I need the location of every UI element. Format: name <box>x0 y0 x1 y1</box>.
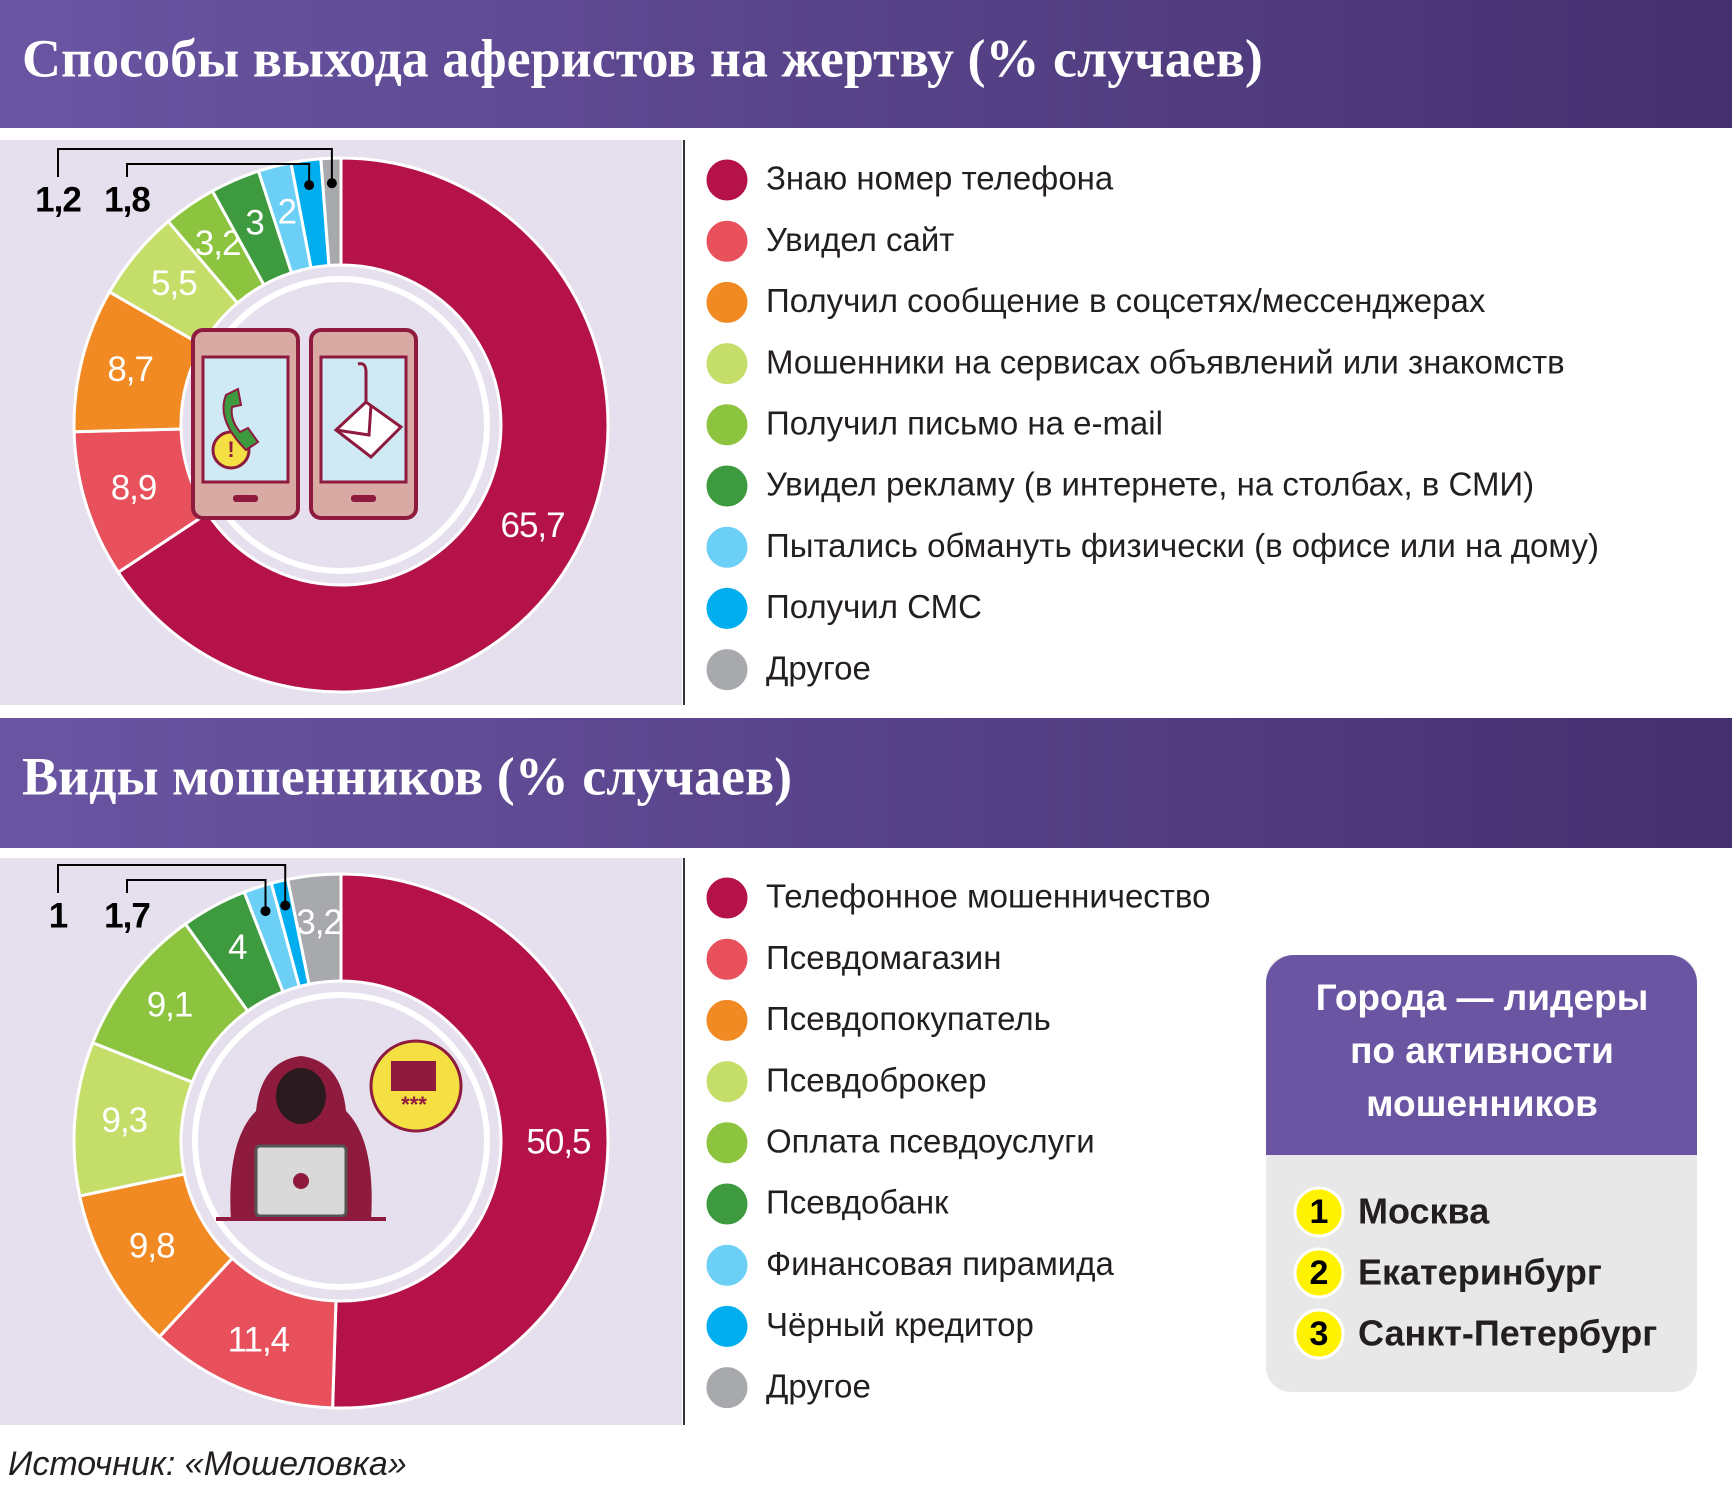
leader-dot <box>260 906 271 917</box>
leader-dot <box>326 178 337 189</box>
legend-swatch <box>703 340 751 388</box>
value-label: 8,7 <box>107 350 153 389</box>
svg-text:***: *** <box>401 1092 427 1117</box>
legend-label: Оплата псевдоуслуги <box>766 1123 1095 1160</box>
rank-badge <box>1293 1308 1345 1360</box>
rank-number: 3 <box>1310 1315 1329 1353</box>
legend-label: Мошенники на сервисах объявлений или зна… <box>766 343 1565 380</box>
legend-swatch <box>703 462 751 510</box>
value-label: 9,8 <box>129 1226 175 1265</box>
legend-swatch <box>703 1241 751 1289</box>
legend-label: Увидел рекламу (в интернете, на столбах,… <box>766 466 1534 503</box>
legend-swatch <box>703 523 751 571</box>
header-bar <box>0 0 1732 128</box>
leader-line <box>57 148 333 184</box>
donuts: 65,7 8,9 8,7 5,5 3,2 3 2 1,8 1,2 50,5 11,4 9,8 9,3 9,… <box>35 148 610 1410</box>
leaders: Города — лидеры по активности мошенников 1 М… <box>1293 977 1657 1360</box>
legend-swatch <box>703 156 751 204</box>
value-label: 2 <box>278 193 296 232</box>
leaders-header <box>1266 955 1697 1155</box>
legend-label: Телефонное мошенничество <box>766 878 1210 915</box>
value-label: 1,7 <box>104 896 150 935</box>
hole-ring <box>192 992 490 1290</box>
leader-dot <box>304 180 315 191</box>
legend-swatch <box>703 584 751 632</box>
leader-dot <box>280 900 291 911</box>
rank-badge <box>1293 1247 1345 1299</box>
legend-swatch <box>703 401 751 449</box>
legend-swatch <box>703 935 751 983</box>
leaders-title: мошенников <box>1366 1083 1598 1124</box>
value-label: 5,5 <box>151 264 197 303</box>
source: Источник: «Мошеловка» <box>8 1445 407 1483</box>
legend-label: Увидел сайт <box>766 221 954 258</box>
city-name: Екатеринбург <box>1358 1252 1602 1293</box>
legend-swatch <box>703 1364 751 1412</box>
legend-swatch <box>703 1302 751 1350</box>
legend-label: Другое <box>766 649 871 686</box>
value-label: 1 <box>49 896 68 935</box>
rank-badge <box>1293 1186 1345 1238</box>
legend-swatch <box>703 996 751 1044</box>
value-label: 9,3 <box>101 1101 147 1140</box>
value-label: 11,4 <box>228 1320 290 1359</box>
leaders-title: по активности <box>1350 1030 1614 1071</box>
value-label: 9,1 <box>147 985 193 1024</box>
legend-label: Другое <box>766 1367 871 1404</box>
legend-label: Чёрный кредитор <box>766 1306 1034 1343</box>
legend-label: Пытались обмануть физически (в офисе или… <box>766 527 1599 564</box>
slice <box>116 156 610 694</box>
legend-swatch <box>703 1180 751 1228</box>
leader-line <box>57 864 287 906</box>
svg-text:!: ! <box>227 437 234 462</box>
legend-swatch <box>703 1119 751 1167</box>
slice <box>331 872 610 1410</box>
header-bar <box>0 718 1732 848</box>
value-label: 8,9 <box>111 469 157 508</box>
value-label: 1,8 <box>104 180 150 219</box>
legend-label: Финансовая пирамида <box>766 1245 1114 1282</box>
rank-number: 2 <box>1310 1254 1329 1292</box>
value-label: 50,5 <box>526 1123 590 1162</box>
value-label: 3 <box>245 204 263 243</box>
value-label: 3,2 <box>296 903 342 942</box>
legend-label: Псевдопокупатель <box>766 1000 1051 1037</box>
value-label: 1,2 <box>35 180 81 219</box>
value-label: 4 <box>228 928 247 967</box>
leader-line <box>126 163 311 186</box>
legend-label: Знаю номер телефона <box>766 160 1114 197</box>
legend-label: Псевдоброкер <box>766 1061 986 1098</box>
legend-label: Получил СМС <box>766 588 982 625</box>
leaders-title: Города — лидеры <box>1316 977 1649 1018</box>
rank-number: 1 <box>1310 1193 1329 1231</box>
legend-label: Получил письмо на e-mail <box>766 405 1163 442</box>
legend-swatch <box>703 278 751 326</box>
legend-label: Псевдобанк <box>766 1184 949 1221</box>
value-label: 65,7 <box>501 506 565 545</box>
legend-swatch <box>703 646 751 694</box>
legend-swatch <box>703 874 751 922</box>
phones-icon: ! <box>191 328 418 520</box>
legends: Знаю номер телефона Увидел сайт Получил со… <box>703 156 1599 1412</box>
slice <box>285 872 343 986</box>
legend-swatch <box>703 217 751 265</box>
hacker-icon: *** <box>216 1039 463 1221</box>
city-name: Москва <box>1358 1191 1490 1232</box>
legend-swatch <box>703 1058 751 1106</box>
leader-line <box>126 879 267 912</box>
chart-title: Виды мошенников (% случаев) <box>22 746 792 806</box>
city-name: Санкт-Петербург <box>1358 1313 1657 1354</box>
chart-title: Способы выхода аферистов на жертву (% сл… <box>22 28 1263 88</box>
legend-label: Псевдомагазин <box>766 939 1001 976</box>
legend-label: Получил сообщение в соцсетях/мессенджера… <box>766 282 1486 319</box>
